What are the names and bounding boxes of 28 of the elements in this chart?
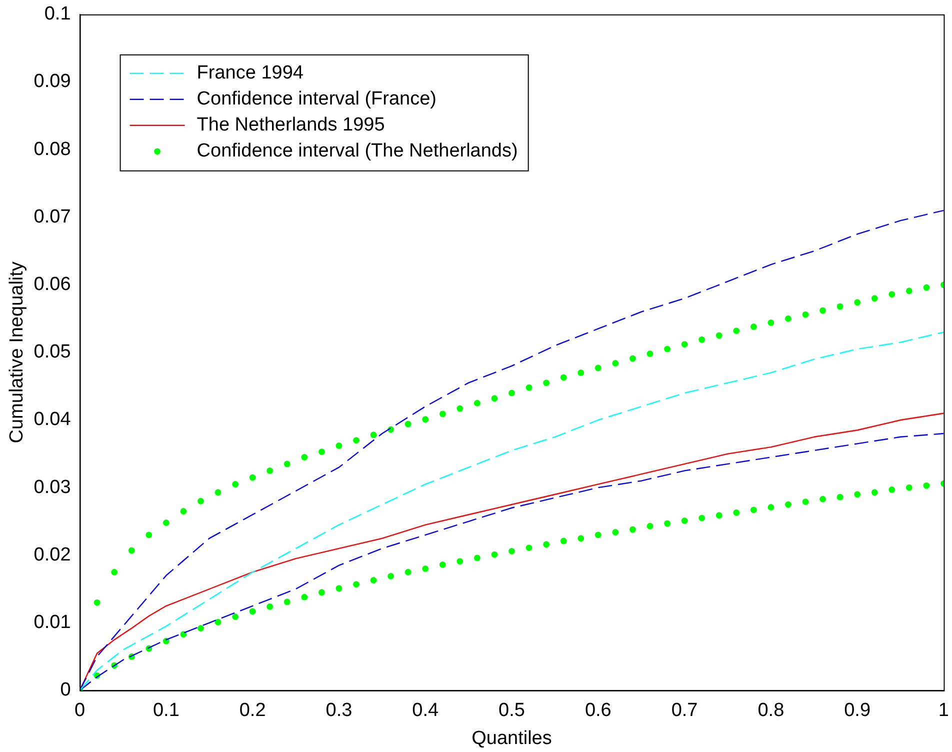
y-axis-title: Cumulative Inequality xyxy=(6,261,28,444)
y-tick-label: 0.08 xyxy=(34,138,71,160)
x-tick-label: 0.8 xyxy=(758,700,784,722)
legend-label: Confidence interval (The Netherlands) xyxy=(196,140,518,162)
legend-label: Confidence interval (France) xyxy=(196,88,436,110)
y-tick-label: 0.05 xyxy=(34,342,71,363)
x-tick-label: 0.5 xyxy=(498,700,525,722)
x-axis-title: Quantiles xyxy=(472,728,552,749)
y-tick-label: 0.03 xyxy=(34,476,71,498)
x-tick-label: 0.3 xyxy=(326,700,352,722)
y-tick-label: 0 xyxy=(60,680,71,701)
y-tick-label: 0.02 xyxy=(34,544,71,566)
y-tick-label: 0.04 xyxy=(34,409,72,430)
x-tick-label: 0.9 xyxy=(844,700,871,722)
x-tick-label: 0.1 xyxy=(152,700,180,722)
x-tick-label: 0 xyxy=(74,700,86,722)
y-tick-label: 0.1 xyxy=(44,4,71,25)
y-tick-label: 0.09 xyxy=(34,71,71,92)
y-tick-label: 0.07 xyxy=(34,206,71,228)
x-tick-label: 1 xyxy=(938,700,950,722)
x-tick-label: 0.4 xyxy=(412,700,439,722)
x-tick-label: 0.7 xyxy=(671,700,698,722)
legend-label: The Netherlands 1995 xyxy=(196,114,385,136)
x-tick-label: 0.2 xyxy=(239,700,266,722)
y-tick-label: 0.06 xyxy=(34,274,71,296)
x-tick-label: 0.6 xyxy=(584,700,612,722)
y-tick-label: 0.01 xyxy=(34,612,71,634)
legend-label: France 1994 xyxy=(196,62,304,84)
